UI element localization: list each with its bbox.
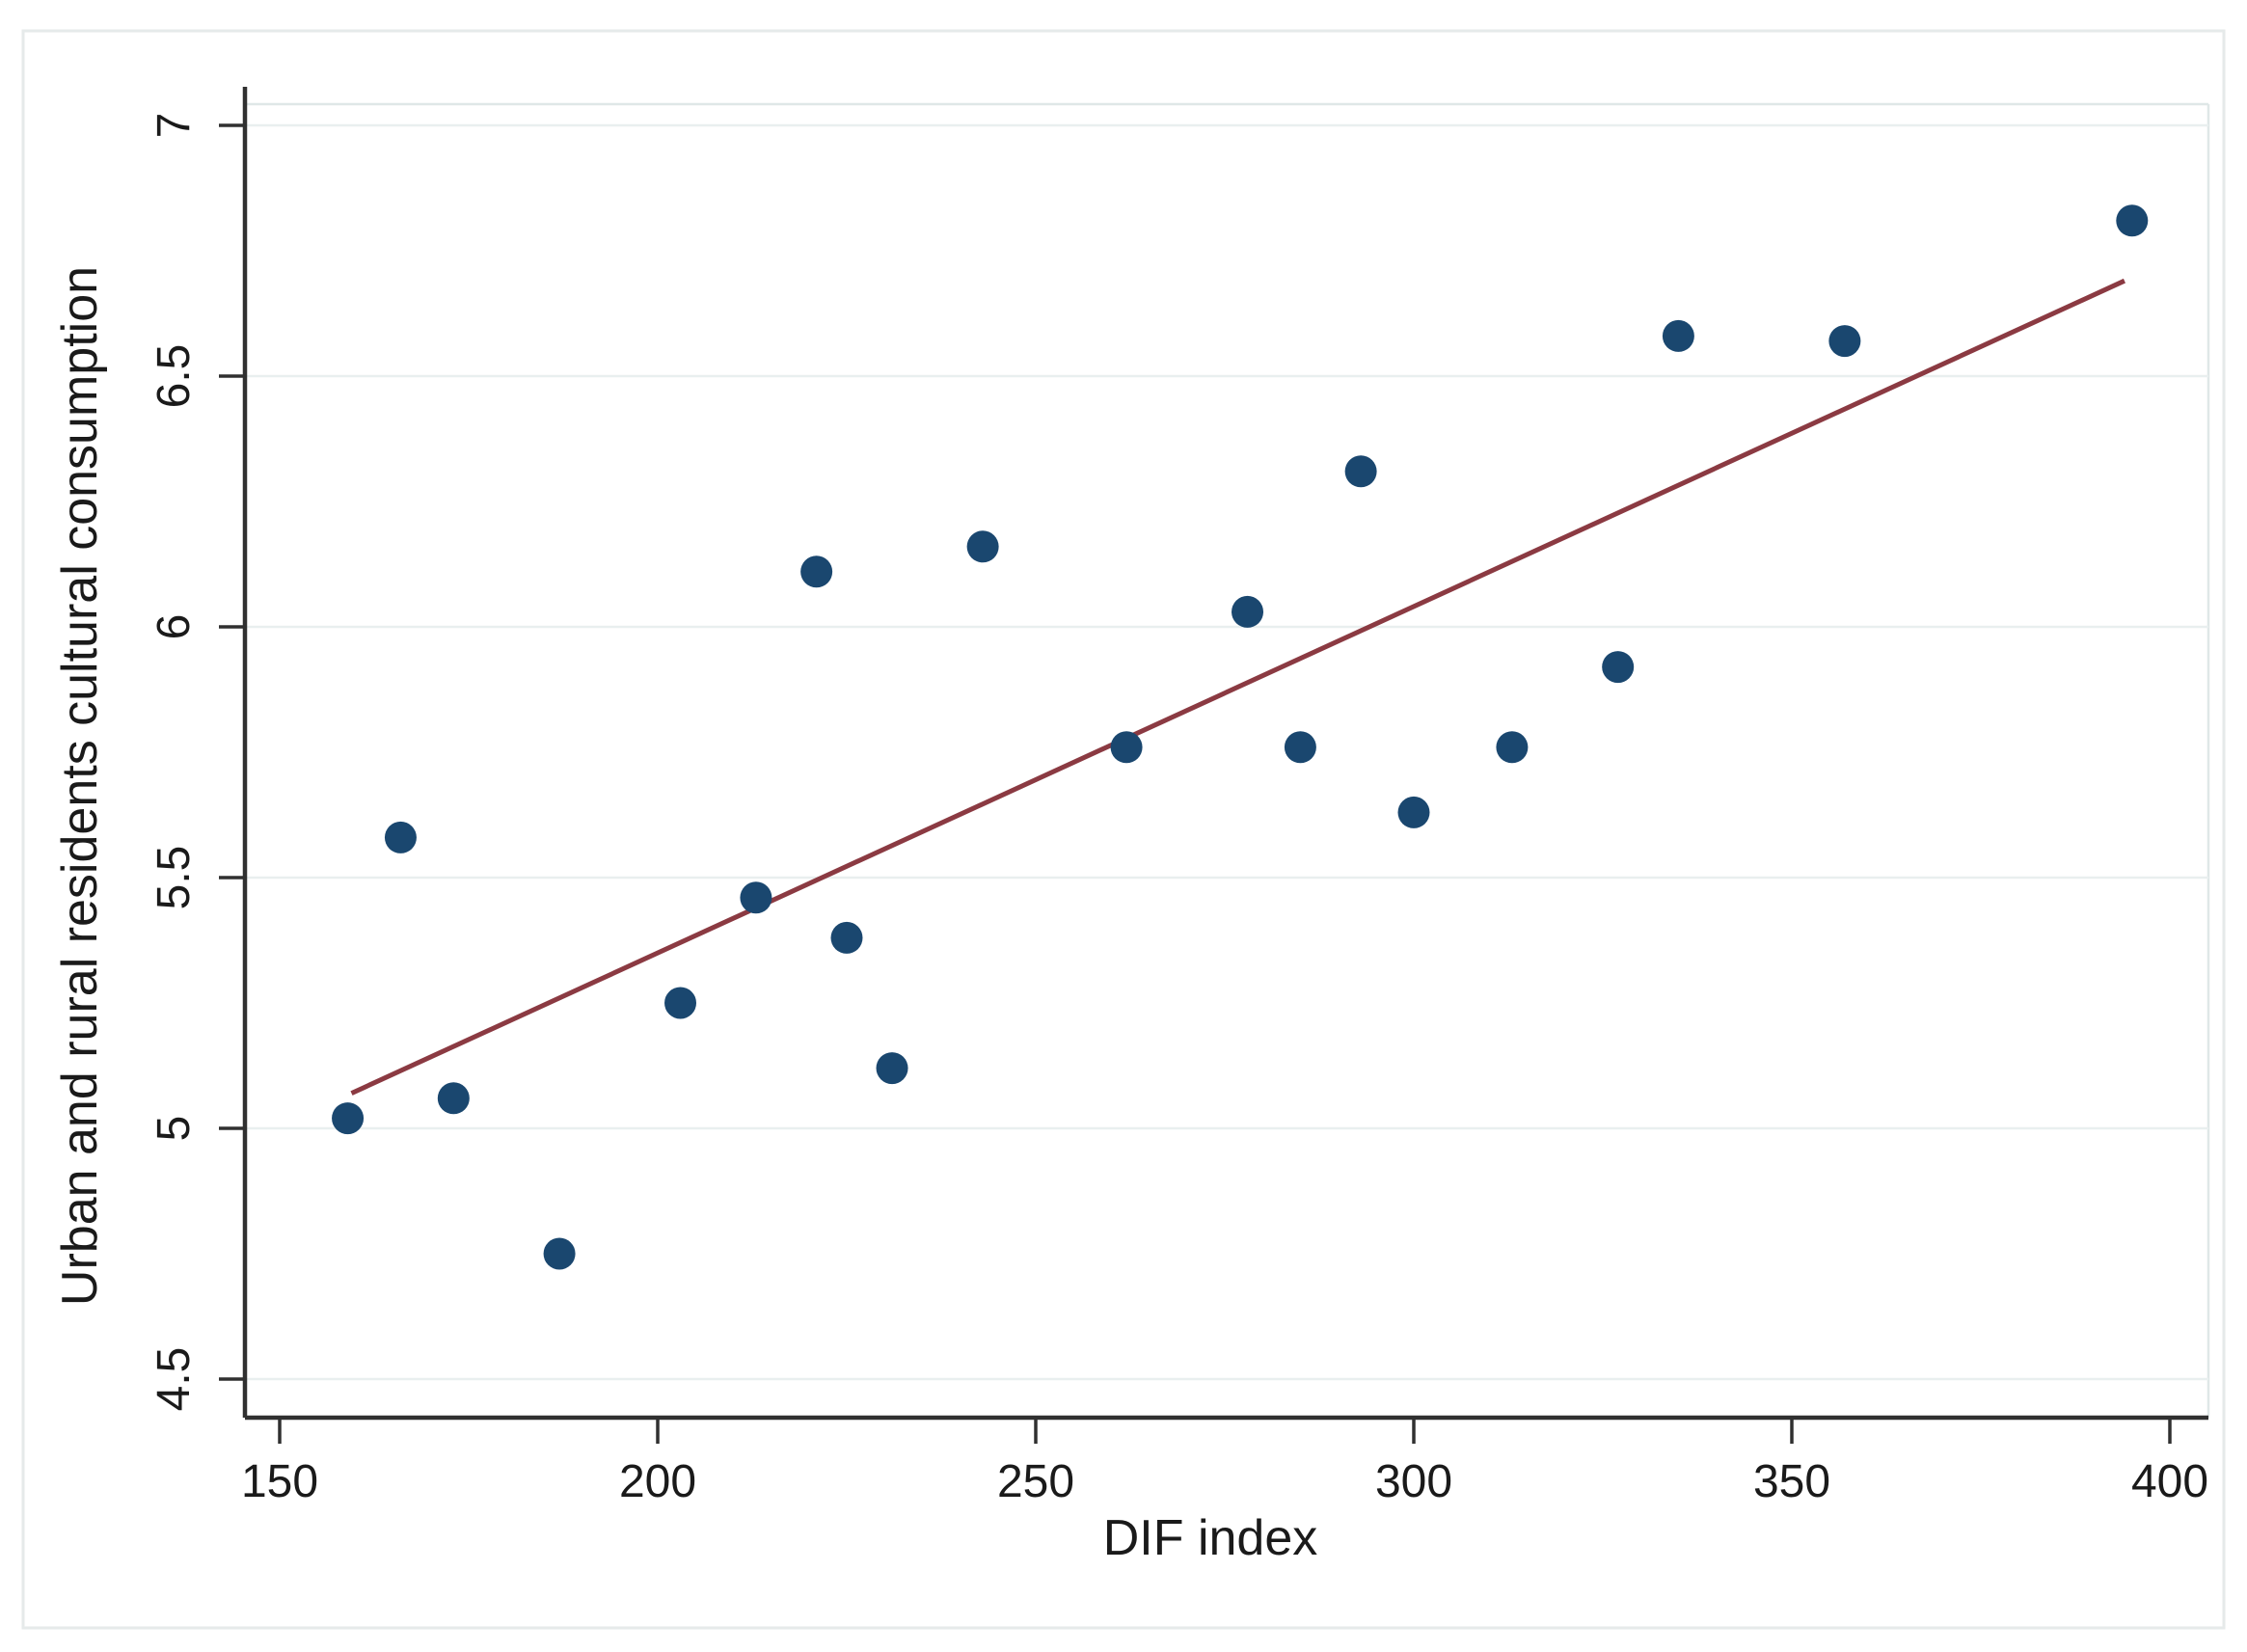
scatter-point <box>1344 455 1377 488</box>
y-tick-label-5: 5 <box>149 1116 200 1142</box>
axes-layer <box>242 87 2208 1421</box>
scatter-point <box>2116 204 2149 237</box>
scatter-point <box>1828 325 1861 358</box>
scatter-point <box>1662 319 1694 352</box>
scatter-points-layer <box>332 204 2149 1270</box>
scatter-point <box>800 555 833 588</box>
gridlines-layer <box>245 123 2208 1381</box>
scatter-point <box>1496 731 1529 764</box>
figure-border <box>21 29 2226 1630</box>
ticks-layer: 150 200 250 300 350 400 4.5 5 5.5 6 6.5 7 <box>149 113 2208 1507</box>
scatter-point <box>332 1102 365 1135</box>
x-tick-label-350: 350 <box>1753 1456 1830 1507</box>
scatter-point <box>1397 796 1430 828</box>
scatter-point <box>876 1052 908 1085</box>
y-tick-label-6: 6 <box>149 614 200 640</box>
x-tick-label-400: 400 <box>2131 1456 2208 1507</box>
scatter-point <box>1602 651 1635 684</box>
x-tick-label-300: 300 <box>1375 1456 1452 1507</box>
scatter-point <box>437 1082 470 1115</box>
fit-line-layer <box>350 278 2126 1096</box>
y-axis-title: Urban and rural residents cultural consu… <box>52 266 108 1306</box>
y-tick-label-4.5: 4.5 <box>149 1347 200 1412</box>
x-tick-label-250: 250 <box>997 1456 1074 1507</box>
y-tick-label-7: 7 <box>149 113 200 139</box>
x-tick-label-200: 200 <box>619 1456 696 1507</box>
y-tick-label-5.5: 5.5 <box>149 846 200 910</box>
y-tick-label-6.5: 6.5 <box>149 344 200 409</box>
x-axis-title: DIF index <box>1103 1510 1318 1566</box>
scatter-point <box>966 530 999 563</box>
scatter-point <box>664 987 697 1019</box>
scatter-point <box>830 921 863 954</box>
scatter-point <box>384 821 417 853</box>
scatter-point <box>740 881 772 914</box>
scatter-point <box>543 1237 576 1270</box>
x-tick-label-150: 150 <box>241 1456 318 1507</box>
fit-line <box>350 278 2126 1096</box>
scatter-point <box>1232 595 1264 628</box>
frame-layer <box>21 29 2226 1630</box>
scatter-point <box>1284 731 1316 764</box>
scatter-point <box>1110 731 1143 764</box>
